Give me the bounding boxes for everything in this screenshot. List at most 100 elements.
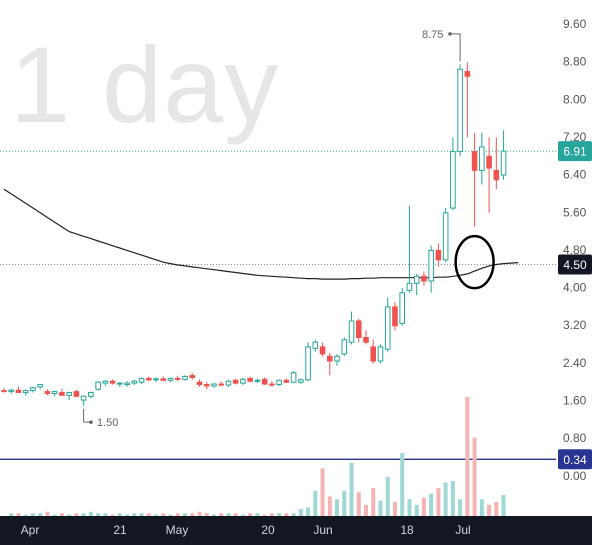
candle-body [413,275,420,284]
candle [319,342,326,357]
candle-body [211,383,217,387]
candle-body [486,155,492,169]
x-tick-label: Jun [313,523,332,537]
candle-body [276,379,282,386]
volume-bar [335,499,340,516]
candle [269,381,275,387]
candle [384,297,391,352]
candle [218,381,224,386]
candle-body [247,377,253,382]
candle [363,330,369,345]
candle [80,395,87,406]
candle-body [203,384,210,387]
candle-body [319,346,326,355]
candle [341,337,348,357]
volume-bar [349,462,354,516]
volume-bar [30,513,35,516]
candle-body [1,390,7,393]
candle [312,339,319,352]
volume-bar [429,493,434,516]
candle [276,379,282,386]
candle [59,388,65,396]
candle [500,130,507,180]
candle-body [479,146,485,171]
candle [493,137,500,190]
candle-body [73,391,80,397]
y-tick-label: 8.00 [563,92,587,106]
candle [66,391,72,401]
y-tick-label: 0.00 [563,469,587,483]
volume-bar [117,513,122,516]
candle-body [182,376,188,380]
candle-body [464,71,471,77]
candle [1,387,7,393]
candle-body [370,346,377,362]
ma-value-label-text: 4.50 [563,258,587,272]
volume-bar [255,513,260,516]
candle-body [269,383,275,386]
y-tick-label: 3.20 [563,318,587,332]
volume-bar [501,495,506,516]
candle [51,390,58,397]
volume-bar [125,514,130,516]
candle-body [225,380,232,386]
volume-bar [320,468,325,516]
candle-body [298,379,304,383]
candle [464,62,471,138]
candle-body [196,381,203,386]
candle [44,389,51,396]
candle [334,353,340,366]
candle [203,382,210,390]
candle [254,378,261,384]
candle [377,344,384,364]
candle-body [218,383,224,386]
hline-value-label-text: 0.34 [563,453,587,467]
high-annotation: 8.75 [422,29,461,62]
candle-body [457,68,463,153]
candle [117,382,123,387]
volume-bar [146,513,151,516]
y-tick-label: 1.60 [563,394,587,408]
volume-bar [421,497,426,516]
volume-bar [414,504,419,516]
volume-bar [139,513,144,516]
volume-bar [211,514,216,516]
candle-body [138,377,145,383]
candle-body [363,336,369,343]
candle-body [124,382,130,386]
candle-body [153,378,159,381]
candle [486,137,492,213]
volume-bar [96,513,101,516]
y-tick-label: 4.00 [563,281,587,295]
volume-bar [479,499,484,516]
candle-body [95,381,101,390]
x-tick-label: Apr [21,523,40,537]
volume-bars [9,397,506,516]
volume-bar [183,513,187,516]
volume-bar [487,504,492,516]
volume-bar [262,514,267,516]
volume-bar [67,514,72,516]
volume-bar [291,513,296,516]
candle [167,377,174,383]
candle [355,318,362,343]
y-tick-label: 5.60 [563,205,587,219]
candle [102,380,109,386]
volume-bar [161,513,166,516]
volume-bar [407,499,412,516]
volume-bar [103,513,108,516]
candle [450,137,456,211]
candle [421,271,427,286]
candle [146,376,152,382]
candle-body [493,169,500,181]
x-tick-label: 18 [400,523,414,537]
candle-body [8,389,15,393]
candle-body [261,378,268,385]
candle [131,379,138,385]
volume-bar [23,514,28,516]
candle [189,372,196,380]
volume-bar [38,513,43,516]
candle-body [384,306,391,350]
